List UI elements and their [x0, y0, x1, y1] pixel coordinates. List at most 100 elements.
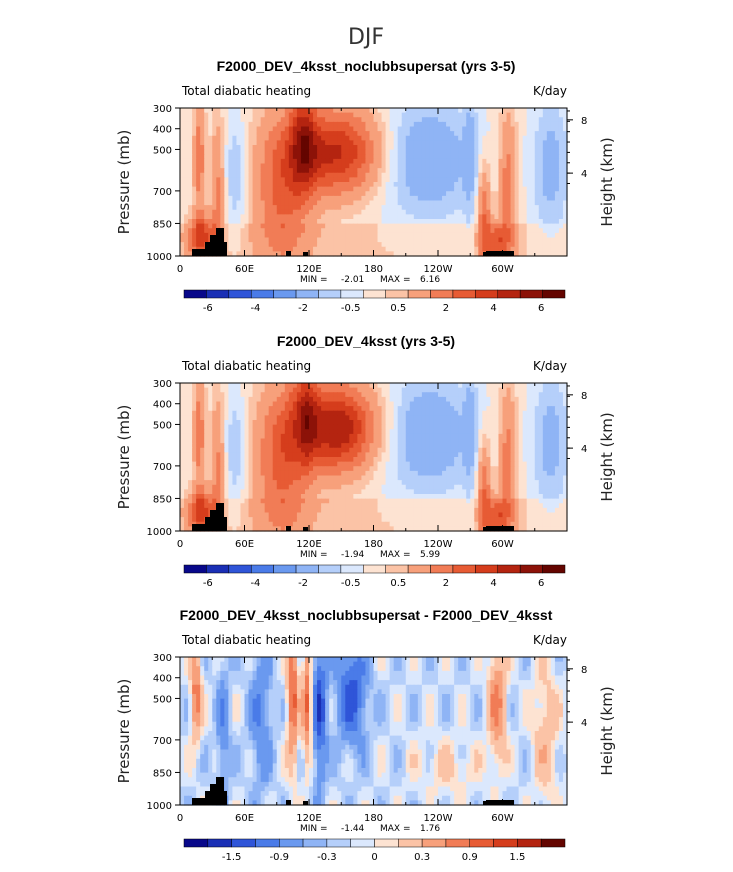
- heatmap-cell: [349, 457, 354, 463]
- heatmap-cell: [546, 112, 552, 118]
- heatmap-cell: [268, 177, 274, 183]
- heatmap-cell: [180, 112, 185, 118]
- heatmap-cell: [381, 396, 387, 403]
- heatmap-cell: [425, 415, 431, 421]
- heatmap-cell: [490, 200, 496, 206]
- heatmap-cell: [337, 209, 342, 215]
- heatmap-cell: [184, 145, 189, 151]
- heatmap-cell: [369, 135, 375, 141]
- heatmap-cell: [200, 447, 205, 453]
- heatmap-cell: [502, 392, 508, 398]
- heatmap-cell: [304, 452, 310, 458]
- heatmap-cell: [417, 452, 423, 458]
- heatmap-cell: [252, 457, 258, 463]
- heatmap-cell: [522, 438, 528, 444]
- heatmap-cell: [538, 112, 544, 118]
- heatmap-cell: [506, 149, 512, 155]
- heatmap-cell: [256, 149, 262, 155]
- heatmap-cell: [204, 195, 209, 202]
- heatmap-cell: [353, 177, 358, 183]
- heatmap-cell: [393, 140, 399, 146]
- heatmap-cell: [462, 186, 467, 192]
- heatmap-cell: [192, 158, 197, 165]
- heatmap-cell: [429, 392, 435, 398]
- heatmap-cell: [506, 246, 512, 252]
- heatmap-cell: [562, 158, 568, 165]
- heatmap-cell: [405, 117, 411, 123]
- heatmap-cell: [510, 154, 516, 160]
- heatmap-cell: [361, 383, 367, 389]
- heatmap-cell: [296, 420, 302, 426]
- heatmap-cell: [337, 237, 342, 243]
- heatmap-cell: [421, 392, 427, 398]
- heatmap-cell: [329, 182, 334, 188]
- heatmap-cell: [365, 145, 371, 151]
- heatmap-cell: [510, 228, 516, 234]
- heatmap-cell: [462, 126, 467, 132]
- heatmap-cell: [224, 228, 229, 234]
- heatmap-cell: [385, 223, 391, 229]
- heatmap-cell: [462, 392, 467, 398]
- heatmap-cell: [244, 232, 250, 239]
- heatmap-cell: [433, 433, 439, 440]
- heatmap-cell: [244, 205, 250, 211]
- heatmap-cell: [200, 461, 205, 467]
- heatmap-cell: [341, 205, 346, 211]
- heatmap-cell: [276, 200, 282, 206]
- heatmap-cell: [562, 219, 568, 225]
- heatmap-cell: [542, 443, 548, 449]
- heatmap-cell: [309, 223, 314, 229]
- heatmap-cell: [393, 154, 399, 160]
- heatmap-cell: [478, 396, 483, 403]
- heatmap-cell: [228, 228, 234, 234]
- heatmap-cell: [401, 452, 407, 458]
- heatmap-cell: [228, 461, 234, 467]
- heatmap-cell: [365, 447, 371, 453]
- heatmap-cell: [522, 457, 528, 463]
- heatmap-cell: [248, 135, 254, 141]
- heatmap-cell: [296, 237, 302, 243]
- heatmap-cell: [450, 232, 455, 239]
- heatmap-cell: [337, 232, 342, 239]
- heatmap-cell: [450, 200, 455, 206]
- heatmap-cell: [438, 237, 443, 243]
- heatmap-cell: [345, 131, 350, 137]
- heatmap-cell: [554, 117, 560, 123]
- heatmap-cell: [220, 443, 225, 449]
- heatmap-cell: [385, 126, 391, 132]
- heatmap-cell: [337, 214, 342, 220]
- heatmap-cell: [180, 433, 185, 440]
- heatmap-cell: [373, 461, 379, 467]
- heatmap-cell: [421, 232, 427, 239]
- heatmap-cell: [224, 177, 229, 183]
- heatmap-cell: [454, 383, 459, 389]
- heatmap-cell: [421, 126, 427, 132]
- heatmap-cell: [454, 168, 459, 174]
- heatmap-cell: [236, 457, 242, 463]
- heatmap-cell: [369, 158, 375, 165]
- heatmap-cell: [381, 209, 387, 215]
- heatmap-cell: [276, 177, 282, 183]
- heatmap-cell: [450, 182, 455, 188]
- heatmap-cell: [292, 443, 298, 449]
- heatmap-cell: [510, 158, 516, 165]
- heatmap-cell: [538, 191, 544, 197]
- heatmap-cell: [506, 223, 512, 229]
- heatmap-cell: [397, 246, 403, 252]
- heatmap-cell: [288, 461, 294, 467]
- heatmap-cell: [240, 406, 246, 412]
- heatmap-cell: [381, 452, 387, 458]
- heatmap-cell: [458, 108, 463, 114]
- heatmap-cell: [470, 126, 475, 132]
- heatmap-cell: [373, 117, 379, 123]
- heatmap-cell: [256, 466, 262, 472]
- heatmap-cell: [530, 108, 536, 114]
- heatmap-cell: [232, 410, 238, 416]
- heatmap-cell: [309, 466, 314, 472]
- heatmap-cell: [284, 186, 290, 192]
- heatmap-cell: [337, 108, 342, 114]
- heatmap-cell: [538, 117, 544, 123]
- heatmap-cell: [542, 246, 548, 252]
- heatmap-cell: [304, 396, 310, 403]
- heatmap-cell: [280, 186, 286, 192]
